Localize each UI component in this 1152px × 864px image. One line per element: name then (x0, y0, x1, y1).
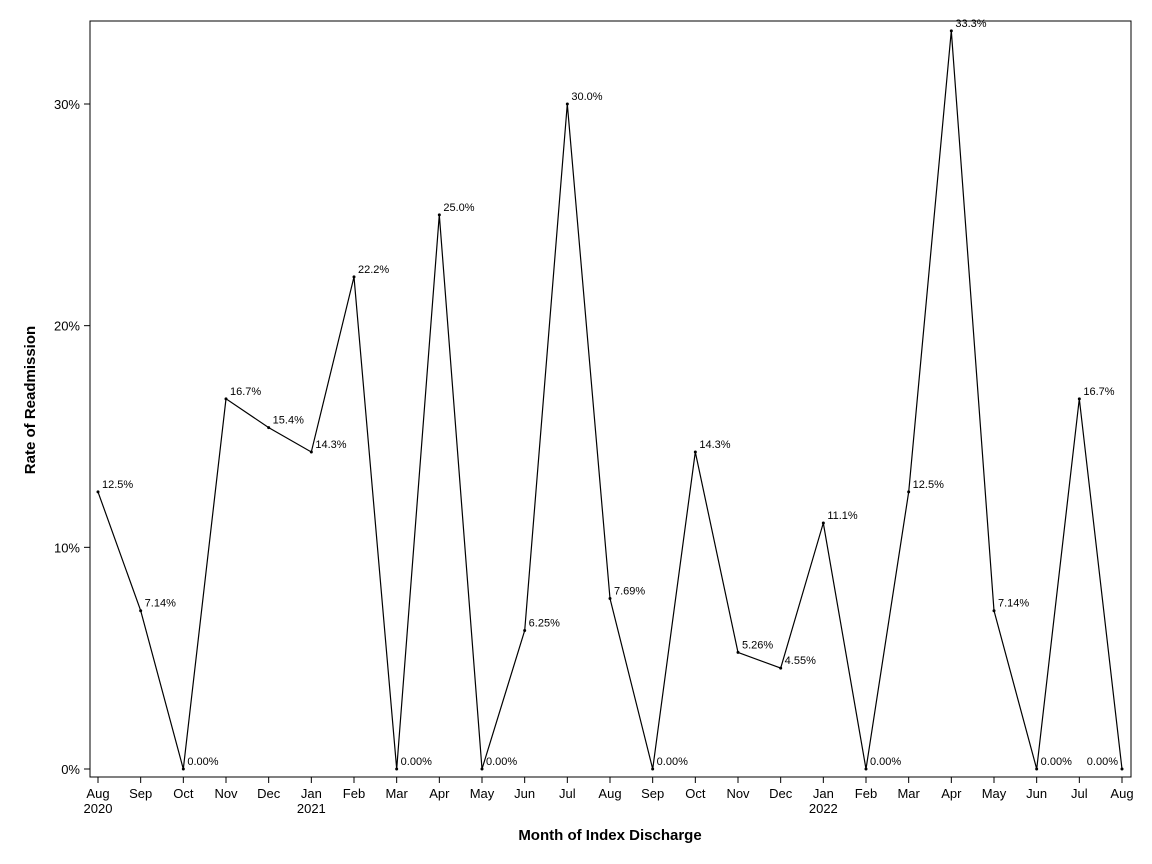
x-tick-label: Mar (385, 786, 408, 801)
data-point (309, 450, 313, 454)
data-point (480, 767, 484, 771)
x-tick-label: Apr (941, 786, 962, 801)
y-tick-label: 0% (61, 762, 80, 777)
x-axis-title: Month of Index Discharge (518, 827, 701, 844)
data-point (1035, 767, 1039, 771)
data-label: 0.00% (657, 756, 688, 768)
data-point (693, 450, 697, 454)
data-label: 12.5% (102, 479, 133, 491)
x-tick-label: May (982, 786, 1007, 801)
x-tick-label: May (470, 786, 495, 801)
data-label: 33.3% (955, 18, 986, 30)
x-tick-label: Aug (598, 786, 621, 801)
x-tick-label: Nov (726, 786, 750, 801)
data-point (523, 628, 527, 632)
data-label: 25.0% (443, 202, 474, 214)
series-line (97, 30, 1123, 770)
y-axis-title: Rate of Readmission (22, 326, 39, 474)
data-point (779, 666, 783, 670)
x-tick-label: Nov (214, 786, 238, 801)
data-label: 22.2% (358, 264, 389, 276)
data-point (949, 29, 953, 33)
data-point (565, 102, 569, 106)
data-label: 0.00% (1041, 756, 1072, 768)
x-tick-label: Dec (769, 786, 793, 801)
plot-frame (89, 20, 1132, 778)
data-label: 16.7% (1083, 386, 1114, 398)
data-label: 14.3% (699, 439, 730, 451)
data-point (1120, 767, 1124, 771)
data-point (96, 490, 100, 494)
data-label: 6.25% (529, 617, 560, 629)
data-point (181, 767, 185, 771)
data-point (224, 397, 228, 401)
x-tick-label: Sep (641, 786, 664, 801)
y-tick-label: 30% (54, 97, 80, 112)
data-point (1077, 397, 1081, 401)
x-tick-label: Aug (1110, 786, 1133, 801)
data-point (821, 521, 825, 525)
data-label: 12.5% (913, 479, 944, 491)
x-year-label: 2022 (809, 801, 838, 816)
data-label: 7.14% (145, 598, 176, 610)
x-tick-label: Jun (1026, 786, 1047, 801)
x-tick-label: Jan (813, 786, 834, 801)
data-label: 0.00% (187, 756, 218, 768)
data-label: 0.00% (870, 756, 901, 768)
x-tick-label: Aug (86, 786, 109, 801)
data-label: 5.26% (742, 639, 773, 651)
x-axis: Aug Sep Oct Nov Dec Jan Feb Mar Apr May Jun Jul Aug S… (84, 777, 1134, 816)
x-tick-label: Mar (897, 786, 920, 801)
data-point (352, 275, 356, 279)
x-tick-label: Sep (129, 786, 152, 801)
data-label: 0.00% (1087, 756, 1118, 768)
x-year-label: 2020 (84, 801, 113, 816)
x-tick-label: Feb (343, 786, 365, 801)
data-point (651, 767, 655, 771)
data-point (736, 650, 740, 654)
x-tick-label: Apr (429, 786, 450, 801)
data-label: 14.3% (315, 439, 346, 451)
x-tick-label: Jan (301, 786, 322, 801)
data-label: 16.7% (230, 386, 261, 398)
data-label: 0.00% (401, 756, 432, 768)
data-point (907, 490, 911, 494)
data-point (864, 767, 868, 771)
x-tick-label: Dec (257, 786, 281, 801)
data-label: 0.00% (486, 756, 517, 768)
x-tick-label: Oct (173, 786, 194, 801)
data-point (267, 426, 271, 430)
x-tick-label: Feb (855, 786, 877, 801)
x-tick-label: Jul (1071, 786, 1088, 801)
data-label: 11.1% (827, 510, 858, 522)
y-axis: 0% 10% 20% 30% (54, 97, 90, 777)
data-label: 15.4% (273, 415, 304, 427)
data-label: 30.0% (571, 91, 602, 103)
x-year-label: 2021 (297, 801, 326, 816)
data-point (437, 213, 441, 217)
y-tick-label: 10% (54, 540, 80, 555)
data-label: 4.55% (785, 655, 816, 667)
data-labels: 12.5% 7.14% 0.00% 16.7% 15.4% 14.3% 22.2% 0.00%… (96, 18, 1124, 771)
x-tick-label: Jun (514, 786, 535, 801)
y-tick-label: 20% (54, 319, 80, 334)
data-point (139, 609, 143, 613)
x-tick-label: Jul (559, 786, 576, 801)
data-point (992, 609, 996, 613)
data-point (395, 767, 399, 771)
data-label: 7.14% (998, 598, 1029, 610)
data-point (608, 597, 612, 601)
x-tick-label: Oct (685, 786, 706, 801)
data-label: 7.69% (614, 586, 645, 598)
